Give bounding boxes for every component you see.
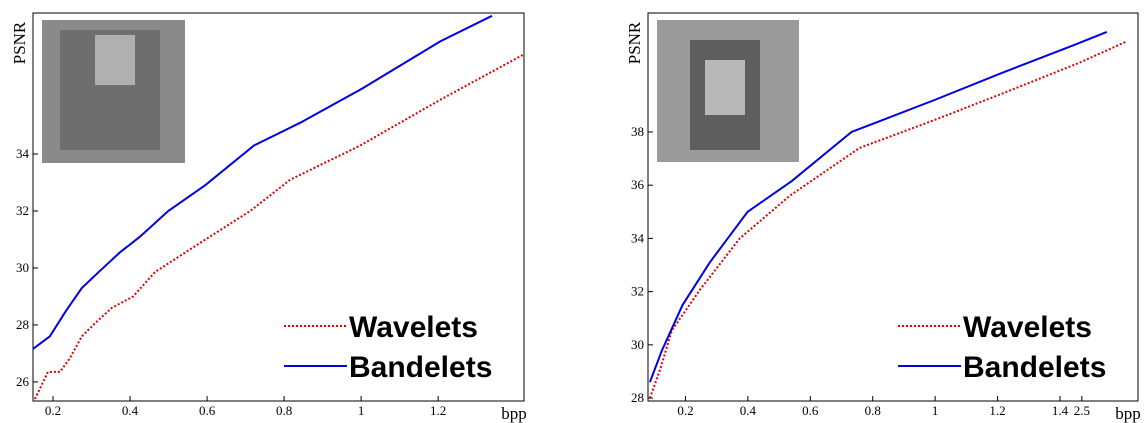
x-tick-label: 2.5: [1074, 403, 1090, 418]
y-tick-label: 32: [631, 284, 644, 299]
y-tick-label: 32: [16, 203, 29, 218]
x-tick-label: 0.2: [45, 403, 61, 418]
data-line: [32, 14, 493, 350]
x-tick-label: 0.2: [677, 403, 693, 418]
x-tick-label: 1.4: [1052, 403, 1069, 418]
x-tick-label: 0.6: [802, 403, 819, 418]
x-tick-label: 1.2: [989, 403, 1005, 418]
x-axis-label: bpp: [1115, 404, 1141, 423]
x-tick-label: 1: [358, 403, 365, 418]
legend-label: Wavelets: [963, 311, 1092, 344]
y-tick-label: 34: [631, 230, 645, 245]
x-tick-label: 1: [932, 403, 939, 418]
inset-image: [657, 20, 799, 162]
y-tick-label: 34: [16, 146, 30, 161]
y-tick-label: 28: [631, 390, 644, 405]
x-tick-label: 0.6: [199, 403, 216, 418]
y-tick-label: 30: [631, 337, 644, 352]
data-line: [33, 53, 525, 400]
data-line: [648, 30, 1108, 383]
y-tick-label: 28: [16, 317, 29, 332]
plot-frame: [32, 12, 525, 402]
legend-label: Wavelets: [349, 311, 478, 344]
y-axis-label: PSNR: [10, 21, 29, 64]
x-axis-label: bpp: [501, 404, 527, 423]
x-tick-label: 0.4: [740, 403, 757, 418]
x-tick-label: 0.4: [122, 403, 139, 418]
y-axis-label: PSNR: [625, 21, 644, 64]
inset-image: [42, 20, 185, 163]
data-line: [648, 40, 1127, 399]
y-tick-label: 26: [16, 374, 30, 389]
x-tick-label: 1.2: [430, 403, 446, 418]
x-tick-label: 0.8: [276, 403, 292, 418]
y-tick-label: 36: [631, 177, 645, 192]
legend-label: Bandelets: [963, 351, 1106, 384]
plot-frame: [647, 12, 1139, 402]
y-tick-label: 38: [631, 124, 644, 139]
y-tick-label: 30: [16, 260, 29, 275]
legend-label: Bandelets: [349, 351, 492, 384]
x-tick-label: 0.8: [865, 403, 881, 418]
